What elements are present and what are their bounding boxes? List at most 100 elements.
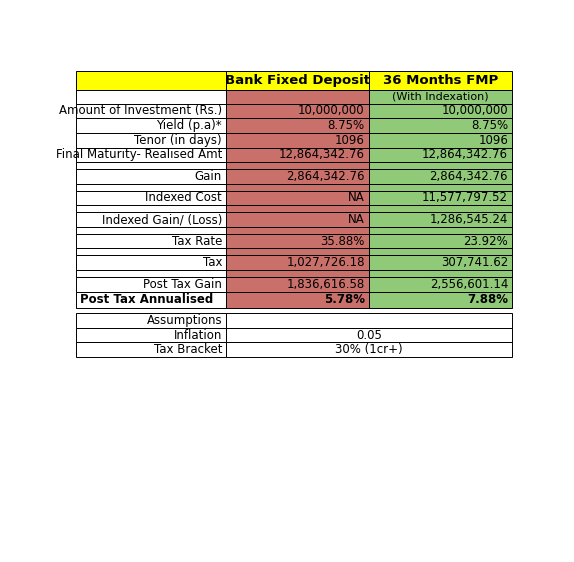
Bar <box>226 342 512 357</box>
Text: Gain: Gain <box>195 170 222 183</box>
Text: 5.78%: 5.78% <box>324 293 364 306</box>
Bar <box>76 277 226 292</box>
Bar <box>226 133 369 147</box>
Bar <box>369 270 512 277</box>
Bar <box>369 71 512 90</box>
Text: Bank Fixed Deposit: Bank Fixed Deposit <box>225 74 370 87</box>
Bar <box>226 277 369 292</box>
Text: (With Indexation): (With Indexation) <box>392 92 488 102</box>
Text: 7.88%: 7.88% <box>467 293 508 306</box>
Text: Inflation: Inflation <box>174 329 222 342</box>
Text: Tax: Tax <box>203 256 222 269</box>
Bar <box>76 313 226 328</box>
Text: NA: NA <box>348 213 364 226</box>
Bar <box>226 118 369 133</box>
Bar <box>226 227 369 234</box>
Bar <box>369 191 512 205</box>
Bar <box>76 169 226 184</box>
Text: 1,836,616.58: 1,836,616.58 <box>286 278 364 291</box>
Bar <box>369 212 512 227</box>
Bar <box>76 270 226 277</box>
Bar <box>369 255 512 270</box>
Bar <box>369 277 512 292</box>
Bar <box>76 248 226 255</box>
Text: 1096: 1096 <box>335 134 364 147</box>
Bar <box>76 133 226 147</box>
Bar <box>76 118 226 133</box>
Bar <box>226 313 512 328</box>
Bar <box>226 328 512 342</box>
Text: Tax Bracket: Tax Bracket <box>154 343 222 356</box>
Text: 1,286,545.24: 1,286,545.24 <box>430 213 508 226</box>
Bar <box>76 90 226 103</box>
Bar <box>369 234 512 248</box>
Text: 12,864,342.76: 12,864,342.76 <box>279 148 364 161</box>
Text: 8.75%: 8.75% <box>471 119 508 132</box>
Text: Assumptions: Assumptions <box>146 314 222 327</box>
Text: 36 Months FMP: 36 Months FMP <box>383 74 498 87</box>
Bar <box>369 205 512 212</box>
Bar <box>226 103 369 118</box>
Text: 12,864,342.76: 12,864,342.76 <box>422 148 508 161</box>
Text: 1096: 1096 <box>478 134 508 147</box>
Bar <box>226 162 369 169</box>
Text: Yield (p.a)*: Yield (p.a)* <box>157 119 222 132</box>
Bar <box>369 184 512 191</box>
Bar <box>369 103 512 118</box>
Bar <box>226 191 369 205</box>
Bar <box>76 205 226 212</box>
Text: Final Maturity- Realised Amt: Final Maturity- Realised Amt <box>56 148 222 161</box>
Bar <box>369 248 512 255</box>
Bar <box>226 270 369 277</box>
Text: 11,577,797.52: 11,577,797.52 <box>422 192 508 205</box>
Bar <box>226 147 369 162</box>
Text: 2,864,342.76: 2,864,342.76 <box>429 170 508 183</box>
Bar <box>76 255 226 270</box>
Text: 30% (1cr+): 30% (1cr+) <box>335 343 403 356</box>
Bar <box>76 292 226 307</box>
Text: Tenor (in days): Tenor (in days) <box>134 134 222 147</box>
Bar <box>226 234 369 248</box>
Text: 307,741.62: 307,741.62 <box>441 256 508 269</box>
Text: NA: NA <box>348 192 364 205</box>
Text: Indexed Gain/ (Loss): Indexed Gain/ (Loss) <box>102 213 222 226</box>
Bar <box>76 328 226 342</box>
Bar <box>76 147 226 162</box>
Bar <box>76 184 226 191</box>
Text: 35.88%: 35.88% <box>320 234 364 248</box>
Bar <box>369 90 512 103</box>
Bar <box>76 234 226 248</box>
Text: 10,000,000: 10,000,000 <box>298 105 364 117</box>
Text: 2,556,601.14: 2,556,601.14 <box>430 278 508 291</box>
Bar <box>76 342 226 357</box>
Bar <box>226 184 369 191</box>
Text: 2,864,342.76: 2,864,342.76 <box>286 170 364 183</box>
Bar <box>369 227 512 234</box>
Bar <box>369 162 512 169</box>
Bar <box>76 71 226 90</box>
Bar <box>76 227 226 234</box>
Bar <box>76 103 226 118</box>
Bar <box>226 248 369 255</box>
Bar <box>369 169 512 184</box>
Text: Tax Rate: Tax Rate <box>172 234 222 248</box>
Bar <box>226 212 369 227</box>
Bar <box>226 292 369 307</box>
Bar <box>369 147 512 162</box>
Text: Post Tax Gain: Post Tax Gain <box>144 278 222 291</box>
Text: Indexed Cost: Indexed Cost <box>145 192 222 205</box>
Bar <box>369 118 512 133</box>
Bar <box>226 169 369 184</box>
Text: 0.05: 0.05 <box>356 329 382 342</box>
Text: Post Tax Annualised: Post Tax Annualised <box>80 293 213 306</box>
Bar <box>226 71 369 90</box>
Text: 1,027,726.18: 1,027,726.18 <box>286 256 364 269</box>
Text: 10,000,000: 10,000,000 <box>441 105 508 117</box>
Bar <box>226 90 369 103</box>
Bar <box>369 292 512 307</box>
Bar <box>226 205 369 212</box>
Text: Amount of Investment (Rs.): Amount of Investment (Rs.) <box>59 105 222 117</box>
Bar <box>76 191 226 205</box>
Bar <box>369 133 512 147</box>
Text: 8.75%: 8.75% <box>328 119 364 132</box>
